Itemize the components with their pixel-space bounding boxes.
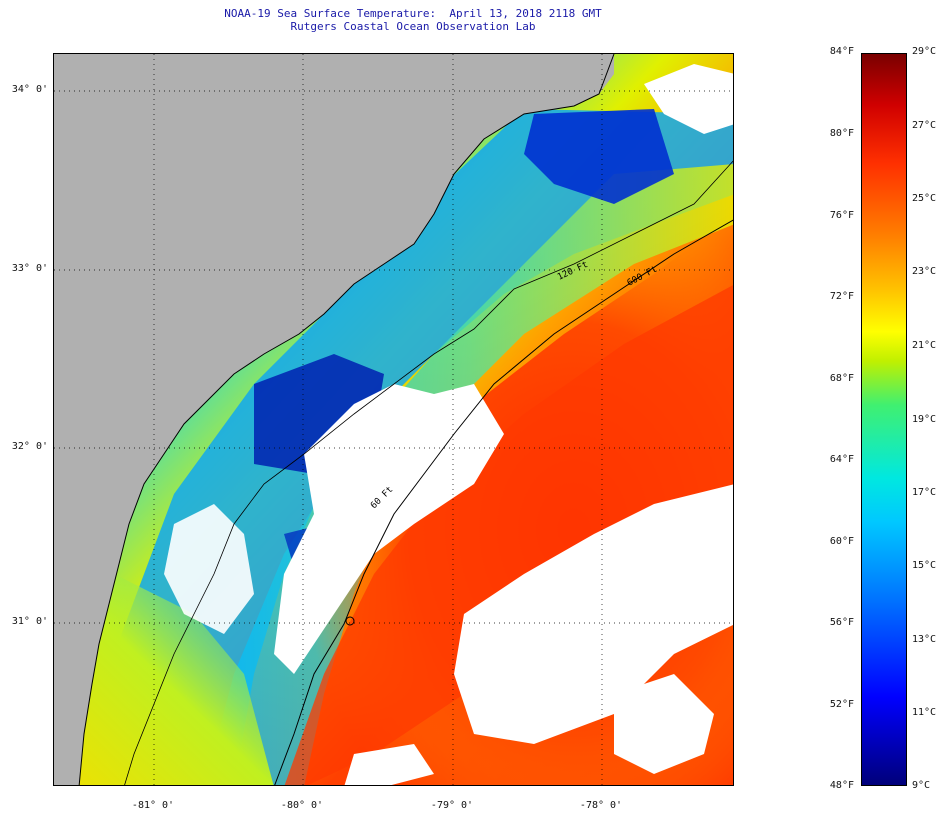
cb-f-64: 64°F [829, 454, 854, 465]
lat-label-32: 32° 0' [11, 441, 48, 452]
sst-map: 120 Ft 600 Ft 60 Ft [53, 53, 734, 786]
cb-f-48: 48°F [829, 780, 854, 791]
cb-c-17: 17°C [912, 487, 937, 498]
lon-label-81: -81° 0' [131, 800, 175, 811]
title-line-2: Rutgers Coastal Ocean Observation Lab [290, 20, 536, 33]
lat-label-34: 34° 0' [11, 84, 48, 95]
cold-pocket-north [524, 109, 674, 204]
temperature-colorbar [861, 53, 907, 786]
lon-label-79: -79° 0' [430, 800, 474, 811]
land-mass [54, 54, 614, 785]
cb-f-80: 80°F [829, 128, 854, 139]
cb-c-15: 15°C [912, 560, 937, 571]
cb-c-21: 21°C [912, 340, 937, 351]
cb-c-29: 29°C [912, 46, 937, 57]
cb-f-76: 76°F [829, 210, 854, 221]
cb-c-11: 11°C [912, 707, 937, 718]
cb-f-56: 56°F [829, 617, 854, 628]
gulf-stream-core [284, 285, 733, 785]
nearshore-cool-band [84, 109, 733, 785]
cb-c-9: 9°C [912, 780, 931, 791]
cb-c-23: 23°C [912, 266, 937, 277]
cb-f-84: 84°F [829, 46, 854, 57]
graticule [54, 54, 733, 785]
contour-120ft [124, 160, 733, 785]
cb-f-60: 60°F [829, 536, 854, 547]
cb-f-72: 72°F [829, 291, 854, 302]
cb-f-68: 68°F [829, 373, 854, 384]
cb-c-25: 25°C [912, 193, 937, 204]
lon-label-80: -80° 0' [280, 800, 324, 811]
cb-f-52: 52°F [829, 699, 854, 710]
lat-label-31: 31° 0' [11, 616, 48, 627]
buoy-marker [345, 616, 355, 626]
lon-label-78: -78° 0' [579, 800, 623, 811]
coastline [78, 54, 615, 785]
map-title: NOAA-19 Sea Surface Temperature: April 1… [0, 7, 826, 33]
lat-label-33: 33° 0' [11, 263, 48, 274]
contour-600ft [274, 219, 733, 785]
cb-c-19: 19°C [912, 414, 937, 425]
title-line-1: NOAA-19 Sea Surface Temperature: April 1… [224, 7, 602, 20]
cb-c-13: 13°C [912, 634, 937, 645]
cb-c-27: 27°C [912, 120, 937, 131]
